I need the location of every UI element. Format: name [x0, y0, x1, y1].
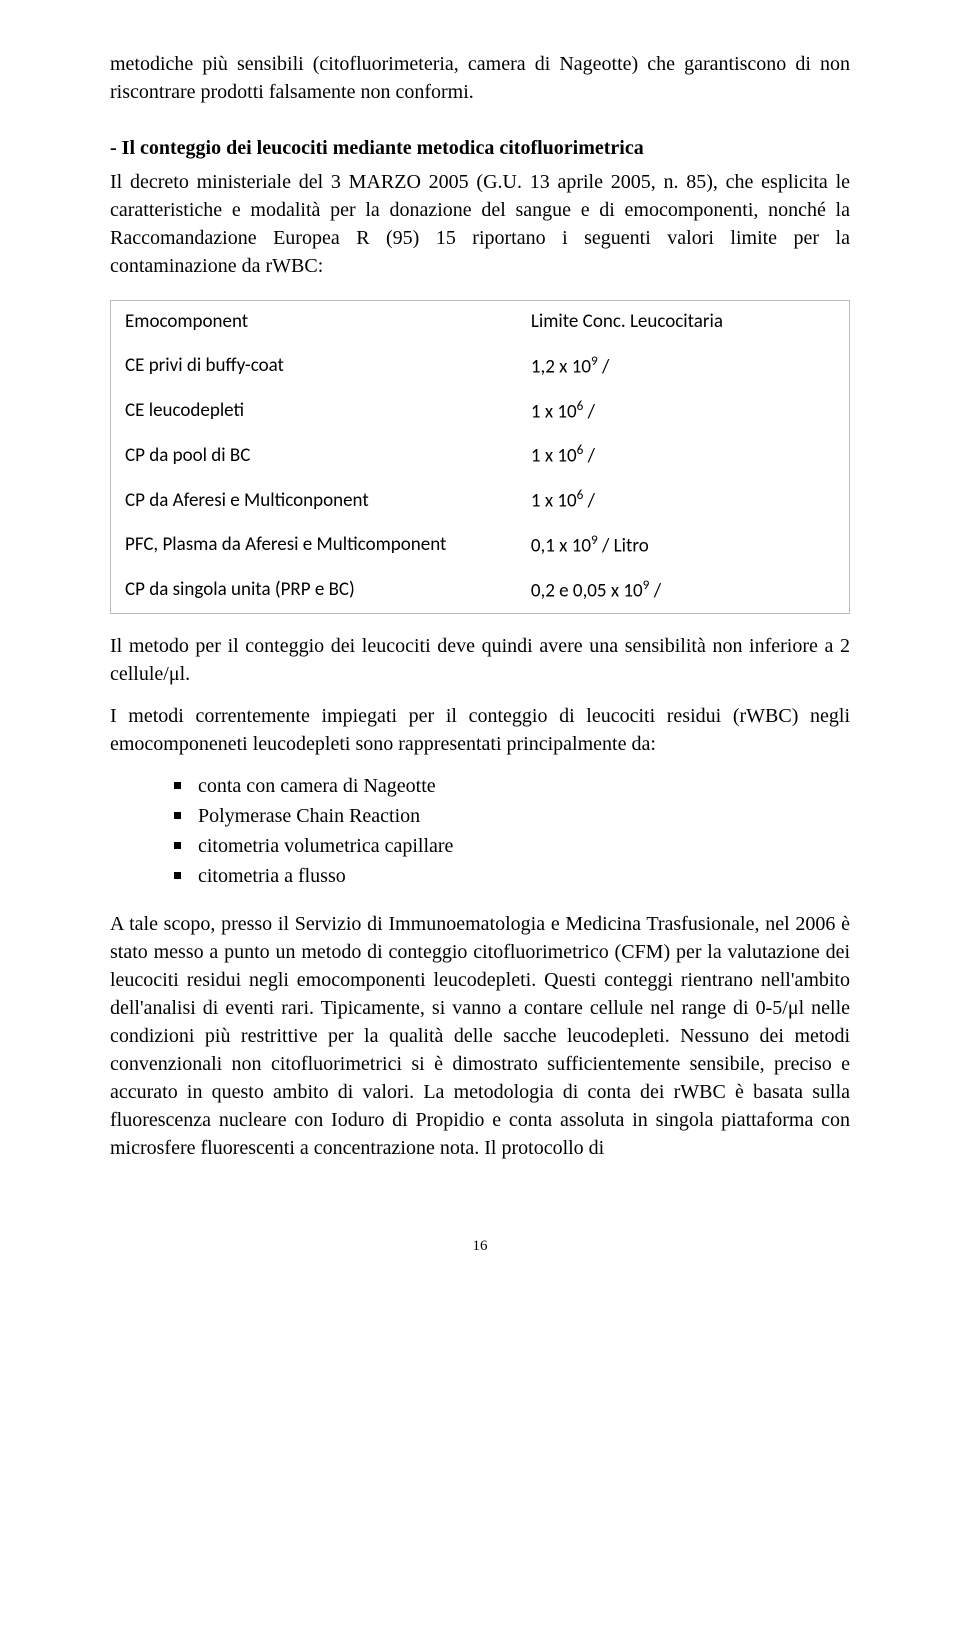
table-cell-component: CP da Aferesi e Multiconponent: [111, 478, 517, 523]
table-cell-component: CP da pool di BC: [111, 433, 517, 478]
after-table-p2: I metodi correntemente impiegati per il …: [110, 702, 850, 758]
intro-paragraph: metodiche più sensibili (citofluorimeter…: [110, 50, 850, 106]
table-header-row: Emocomponent Limite Conc. Leucocitaria: [111, 301, 849, 344]
table-cell-limit: 1 x 106 /: [517, 389, 849, 434]
final-paragraph: A tale scopo, presso il Servizio di Immu…: [110, 910, 850, 1162]
table-cell-component: CP da singola unita (PRP e BC): [111, 568, 517, 613]
section-heading: - Il conteggio dei leucociti mediante me…: [110, 134, 850, 162]
table-cell-limit: 1 x 106 /: [517, 433, 849, 478]
table-cell-component: PFC, Plasma da Aferesi e Multicomponent: [111, 523, 517, 568]
methods-list: conta con camera di Nageotte Polymerase …: [110, 772, 850, 890]
table-header-right: Limite Conc. Leucocitaria: [517, 301, 849, 344]
table-row: CP da pool di BC 1 x 106 /: [111, 433, 849, 478]
table-cell-limit: 0,1 x 109 / Litro: [517, 523, 849, 568]
table-cell-component: CE privi di buffy-coat: [111, 344, 517, 389]
table-cell-component: CE leucodepleti: [111, 389, 517, 434]
table-row: CE leucodepleti 1 x 106 /: [111, 389, 849, 434]
table-header-left: Emocomponent: [111, 301, 517, 344]
section-paragraph: Il decreto ministeriale del 3 MARZO 2005…: [110, 168, 850, 280]
table-row: CP da singola unita (PRP e BC) 0,2 e 0,0…: [111, 568, 849, 613]
limits-table: Emocomponent Limite Conc. Leucocitaria C…: [110, 300, 850, 614]
table-row: PFC, Plasma da Aferesi e Multicomponent …: [111, 523, 849, 568]
table-row: CP da Aferesi e Multiconponent 1 x 106 /: [111, 478, 849, 523]
table-cell-limit: 0,2 e 0,05 x 109 /: [517, 568, 849, 613]
after-table-p1: Il metodo per il conteggio dei leucociti…: [110, 632, 850, 688]
table-cell-limit: 1,2 x 109 /: [517, 344, 849, 389]
list-item: Polymerase Chain Reaction: [174, 802, 850, 830]
page-number: 16: [110, 1236, 850, 1257]
list-item: conta con camera di Nageotte: [174, 772, 850, 800]
table-cell-limit: 1 x 106 /: [517, 478, 849, 523]
list-item: citometria volumetrica capillare: [174, 832, 850, 860]
table-row: CE privi di buffy-coat 1,2 x 109 /: [111, 344, 849, 389]
list-item: citometria a flusso: [174, 862, 850, 890]
